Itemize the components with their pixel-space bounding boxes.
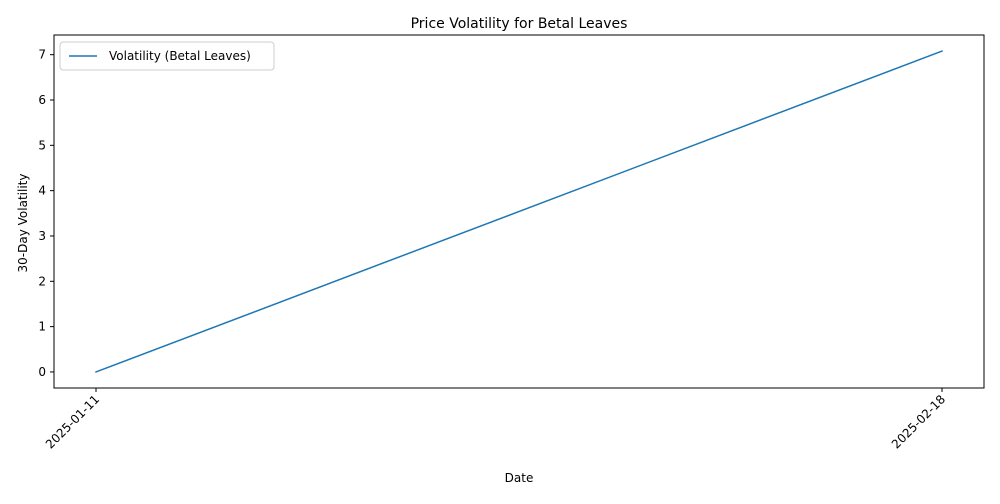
plot-frame [53, 34, 985, 389]
x-axis-label: Date [505, 471, 534, 485]
series-layer [95, 50, 943, 373]
y-tick-label: 3 [38, 229, 46, 243]
y-tick-label: 0 [38, 365, 46, 379]
y-tick-label: 2 [38, 274, 46, 288]
y-tick-label: 6 [38, 93, 46, 107]
y-tick-label: 4 [38, 184, 46, 198]
y-tick-label: 7 [38, 48, 46, 62]
y-tick-label: 1 [38, 320, 46, 334]
legend-label: Volatility (Betal Leaves) [109, 49, 251, 63]
y-tick-label: 5 [38, 138, 46, 152]
legend: Volatility (Betal Leaves) [59, 41, 275, 71]
y-axis-label: 30-Day Volatility [16, 174, 30, 273]
legend-box [59, 41, 275, 71]
chart-title: Price Volatility for Betal Leaves [411, 16, 628, 32]
series-line [95, 50, 943, 373]
